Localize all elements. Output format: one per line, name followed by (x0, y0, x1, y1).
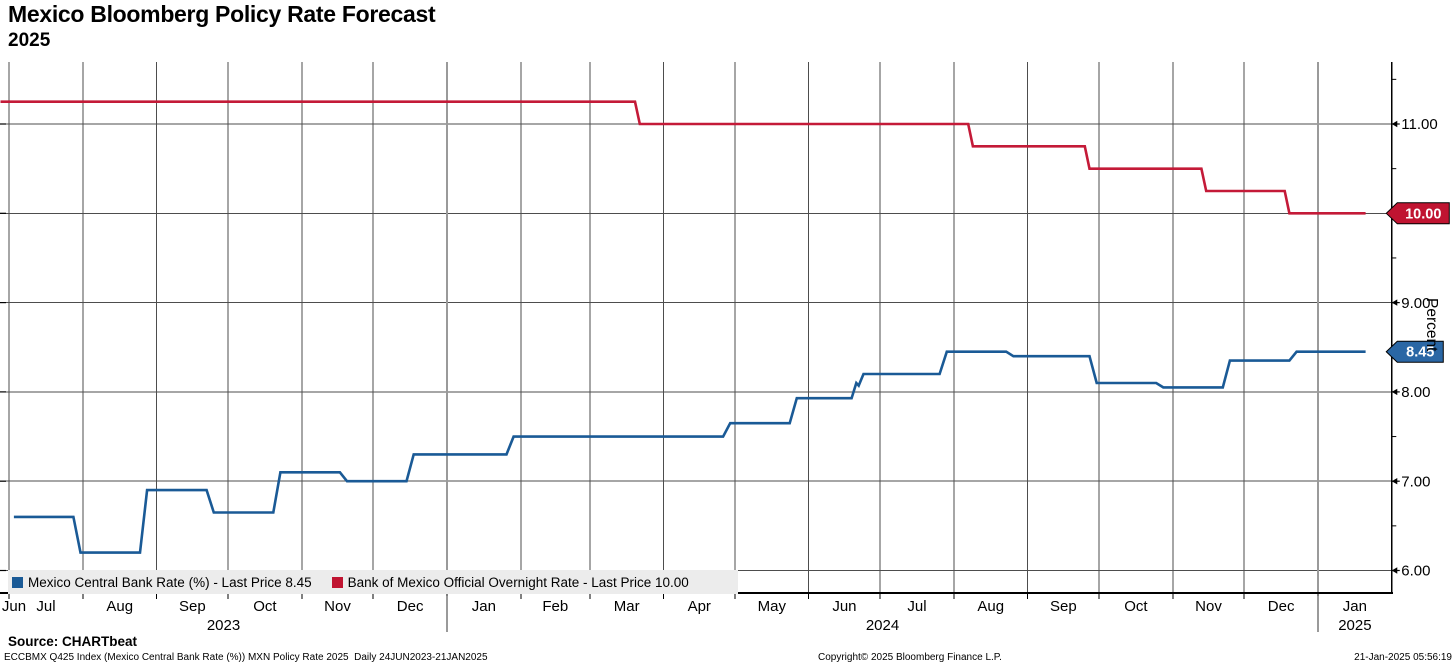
x-month-label: Jan (472, 598, 496, 615)
legend-swatch-red (331, 576, 343, 588)
x-month-label: Sep (179, 598, 206, 615)
series-line-bank-of-mexico-official-overnight-rate (0, 100, 1366, 215)
x-month-label: Aug (977, 598, 1004, 615)
legend-label: Mexico Central Bank Rate (%) - Last Pric… (28, 574, 312, 590)
x-month-label: Nov (324, 598, 351, 615)
last-price-badge-value: 10.00 (1405, 206, 1441, 222)
x-month-label: Jun (832, 598, 856, 615)
x-month-label: Dec (1268, 598, 1295, 615)
x-month-label: Jul (907, 598, 926, 615)
x-month-label: Oct (253, 598, 277, 615)
ticker-meta-note: ECCBMX Q425 Index (Mexico Central Bank R… (4, 652, 488, 663)
x-month-label: Jul (36, 598, 55, 615)
page-title: Mexico Bloomberg Policy Rate Forecast (8, 1, 436, 27)
y-axis-title: Percent (1423, 298, 1440, 352)
timestamp-note: 21-Jan-2025 05:56:19 (1354, 652, 1452, 663)
axes (0, 62, 1393, 594)
x-month-label: Nov (1195, 598, 1222, 615)
x-month-label: May (758, 598, 787, 615)
last-price-badges: 8.45 10.00 (1385, 202, 1450, 363)
last-price-badge (1385, 202, 1450, 225)
legend-item-mexico-central-bank-rate[interactable]: Mexico Central Bank Rate (%) - Last Pric… (12, 575, 312, 590)
legend-swatch-blue (12, 576, 23, 588)
x-month-label: Apr (688, 598, 711, 615)
axis-labels: 6.00 7.00 8.00 9.00 10.00 11.00 Jun Jul Aug Sep Oc… (2, 116, 1439, 634)
x-month-label: Feb (542, 598, 568, 615)
copyright-note: Copyright© 2025 Bloomberg Finance L.P. (818, 652, 1002, 663)
x-year-label: 2025 (1338, 617, 1371, 634)
legend-label: Bank of Mexico Official Overnight Rate -… (347, 574, 689, 590)
y-tick-label: 7.00 (1401, 473, 1430, 490)
x-year-label: 2024 (866, 617, 899, 634)
x-year-label: 2023 (207, 617, 240, 634)
series (0, 100, 1366, 554)
x-month-label: Sep (1050, 598, 1077, 615)
x-month-label: Jun (2, 598, 26, 615)
ticks (0, 78, 1400, 632)
series-line-mexico-central-bank-rate- (13, 350, 1366, 554)
y-tick-label: 9.00 (1401, 295, 1430, 312)
source-note: Source: CHARTbeat (8, 634, 138, 649)
y-tick-label: 6.00 (1401, 563, 1430, 580)
x-month-label: Mar (614, 598, 640, 615)
x-month-label: Dec (397, 598, 424, 615)
last-price-badge (1385, 340, 1444, 363)
x-month-label: Oct (1124, 598, 1148, 615)
page-subtitle: 2025 (8, 30, 51, 51)
legend-bar: Mexico Central Bank Rate (%) - Last Pric… (8, 570, 738, 594)
last-price-badge-value: 8.45 (1406, 345, 1434, 361)
x-month-label: Jan (1343, 598, 1367, 615)
grid (0, 62, 1392, 593)
x-month-label: Aug (106, 598, 133, 615)
y-tick-label: 8.00 (1401, 384, 1430, 401)
legend-item-banxico-overnight-rate[interactable]: Bank of Mexico Official Overnight Rate -… (331, 574, 689, 590)
y-tick-label: 11.00 (1401, 116, 1437, 133)
